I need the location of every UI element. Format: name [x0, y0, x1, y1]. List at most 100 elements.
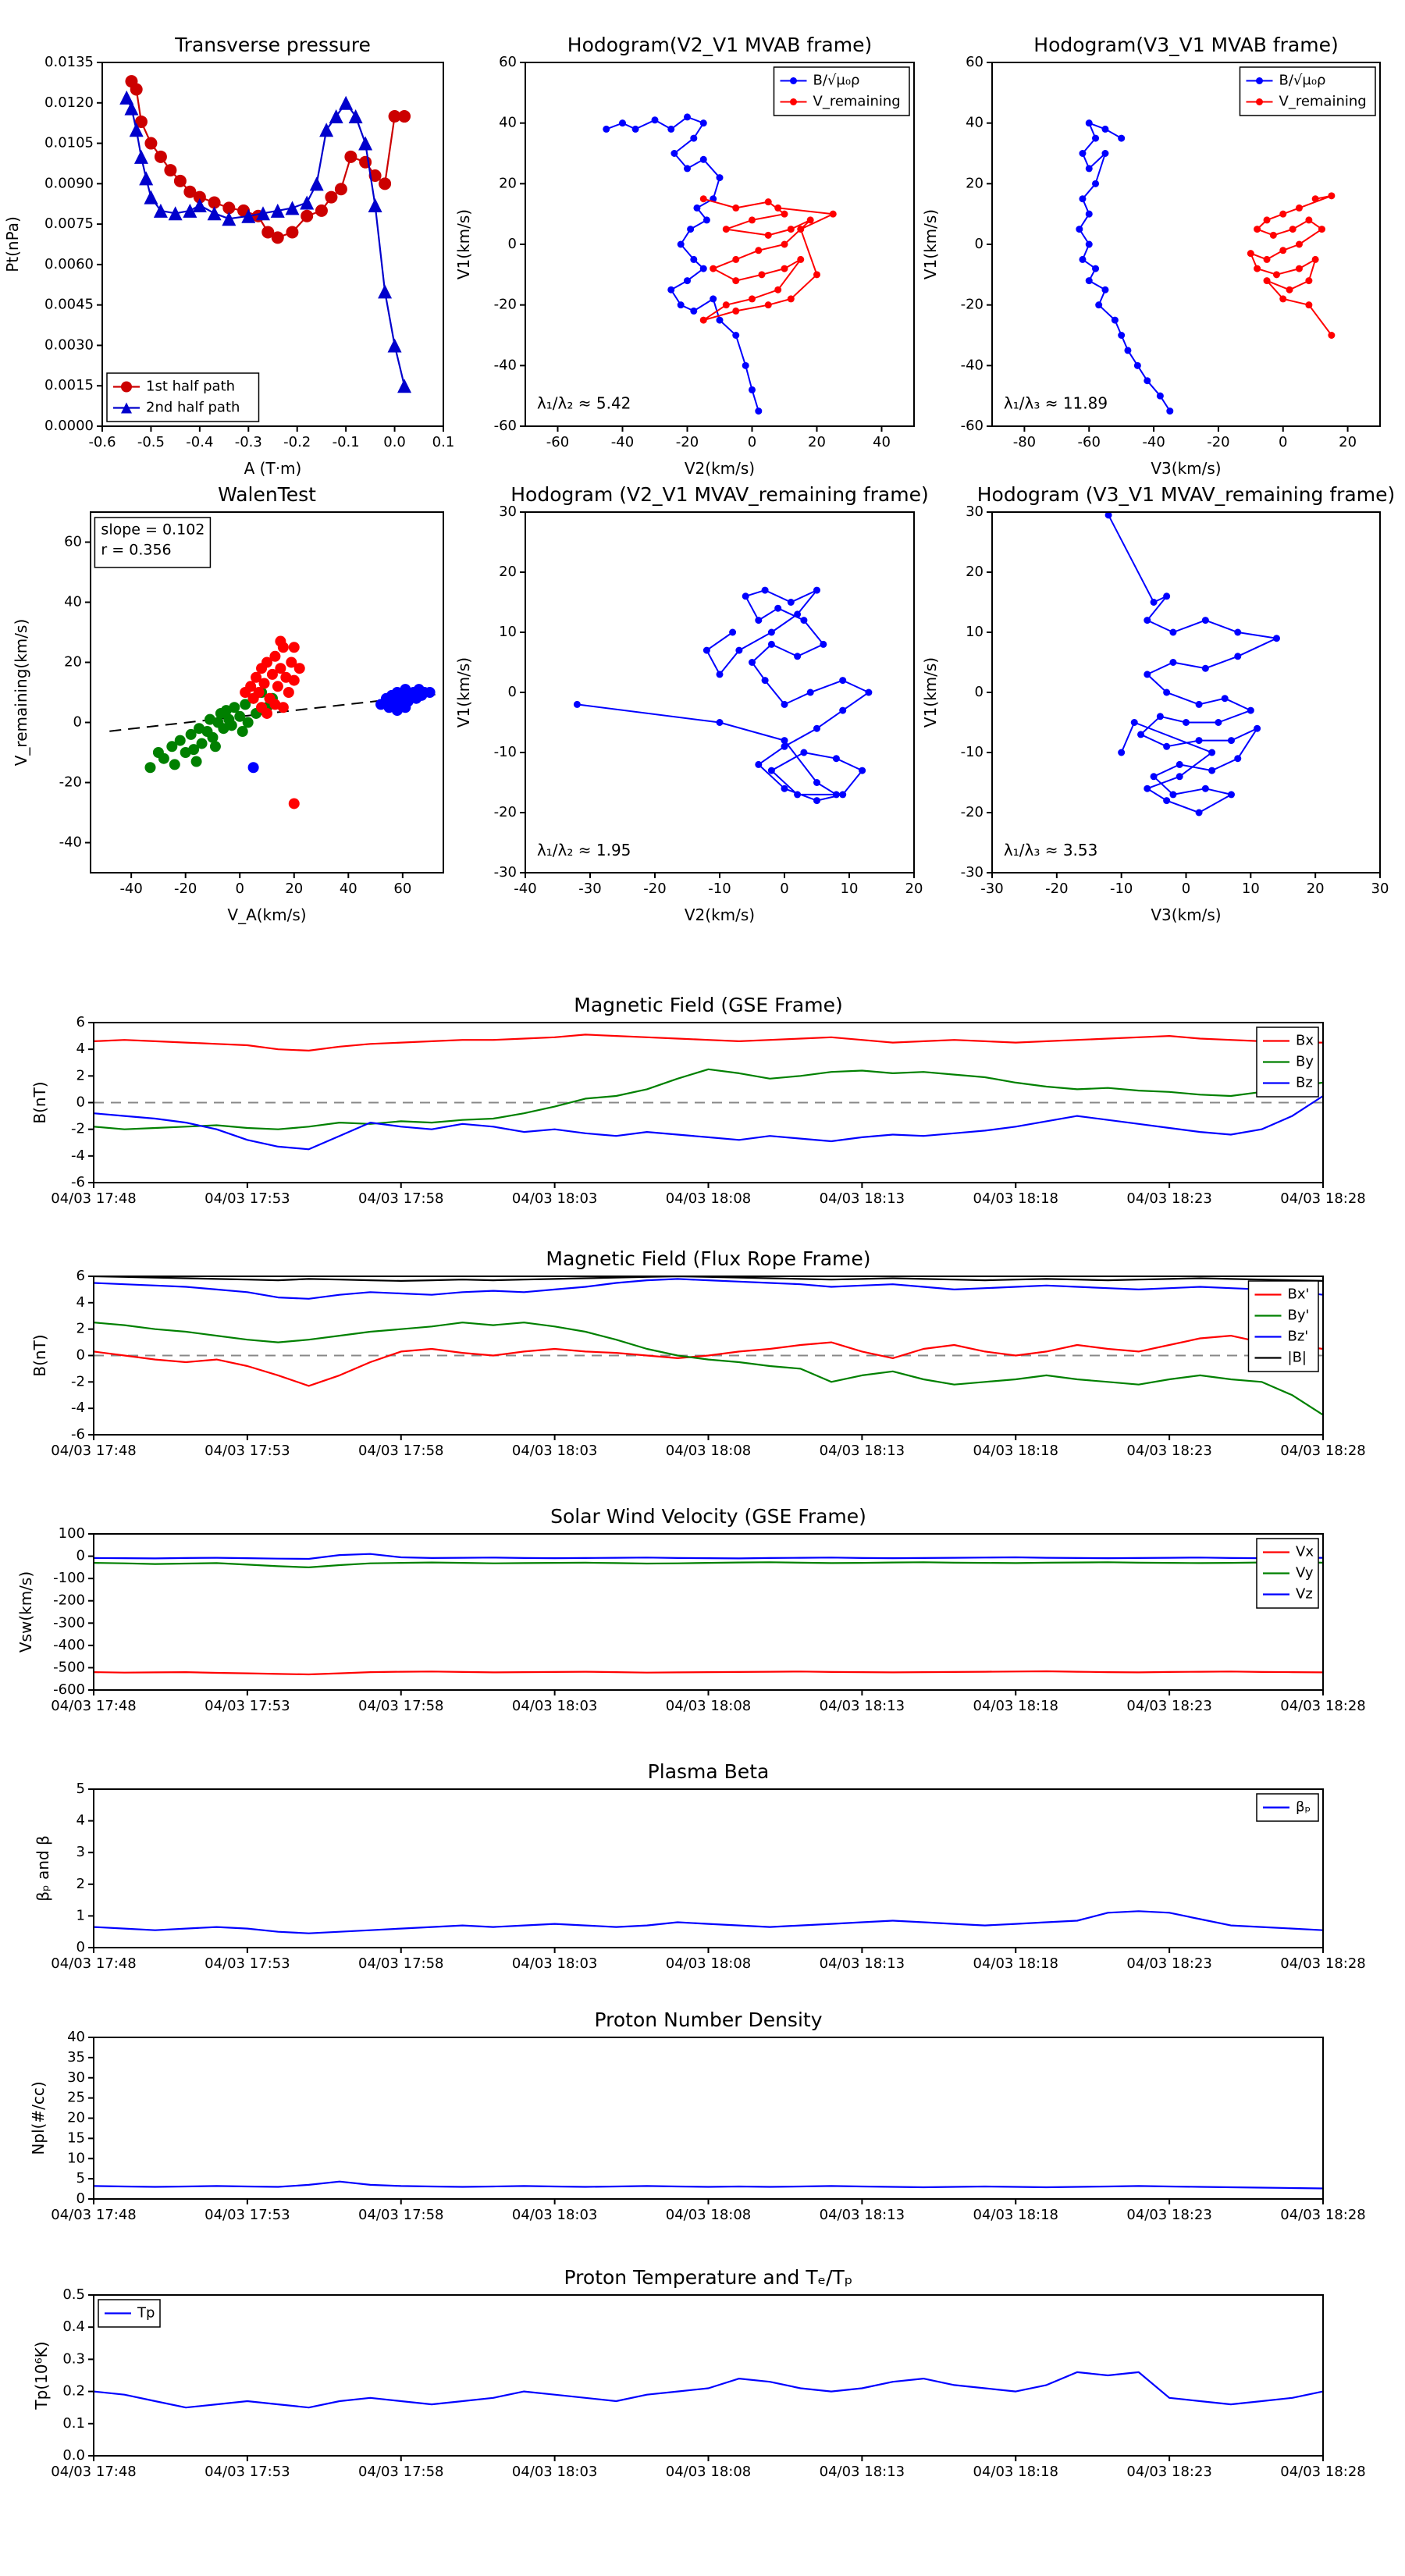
svg-text:0: 0: [508, 684, 517, 700]
panel-hodogram-v2v1-mvab: -60 -40 -20 0 20 40 -60 -40 -20 0 20 40 60 Hodogram(V…: [454, 34, 915, 478]
svg-text:04/03 18:08: 04/03 18:08: [666, 2207, 751, 2223]
svg-text:-0.3: -0.3: [235, 434, 262, 450]
svg-text:0.5: 0.5: [62, 2286, 85, 2303]
svg-text:04/03 18:18: 04/03 18:18: [973, 1698, 1058, 1714]
svg-text:V1(km/s): V1(km/s): [921, 657, 940, 728]
svg-text:-20: -20: [1045, 881, 1068, 897]
svg-text:0.1: 0.1: [62, 2415, 85, 2432]
svg-text:04/03 18:18: 04/03 18:18: [973, 2464, 1058, 2480]
svg-text:04/03 18:03: 04/03 18:03: [512, 1190, 597, 1207]
panel-title: Proton Number Density: [595, 2008, 823, 2031]
svg-text:V3(km/s): V3(km/s): [1151, 906, 1221, 924]
svg-text:0: 0: [975, 236, 984, 252]
svg-text:04/03 17:48: 04/03 17:48: [51, 1190, 136, 1207]
svg-text:0.0045: 0.0045: [44, 297, 94, 313]
svg-text:35: 35: [67, 2049, 85, 2065]
svg-text:0.0120: 0.0120: [44, 94, 94, 111]
svg-text:2: 2: [76, 1067, 85, 1083]
svg-text:-30: -30: [494, 864, 517, 881]
svg-text:r = 0.356: r = 0.356: [101, 542, 171, 559]
svg-text:20: 20: [808, 434, 826, 450]
svg-text:A (T·m): A (T·m): [244, 459, 302, 478]
svg-text:04/03 18:08: 04/03 18:08: [666, 1443, 751, 1459]
svg-text:4: 4: [76, 1294, 85, 1311]
svg-text:04/03 18:08: 04/03 18:08: [666, 1698, 751, 1714]
svg-text:04/03 18:13: 04/03 18:13: [820, 1698, 905, 1714]
svg-text:6: 6: [76, 1014, 85, 1030]
svg-text:λ₁/λ₃ ≈ 3.53: λ₁/λ₃ ≈ 3.53: [1004, 841, 1097, 859]
svg-text:04/03 18:18: 04/03 18:18: [973, 1190, 1058, 1207]
svg-text:04/03 18:28: 04/03 18:28: [1280, 1190, 1365, 1207]
series-group-hodogram-v2v1-mvav: [573, 586, 873, 805]
svg-text:0: 0: [73, 714, 82, 731]
svg-text:V2(km/s): V2(km/s): [685, 459, 755, 478]
legend-box: [1239, 66, 1376, 116]
panel-walen-test: -40 -20 0 20 40 60 -40 -20 0 20 40 60 WalenTest V_A(k…: [12, 483, 444, 924]
series-group-walen-test: [109, 635, 436, 809]
svg-text:0: 0: [780, 881, 788, 897]
svg-text:-2: -2: [71, 1373, 85, 1389]
svg-text:60: 60: [966, 54, 984, 70]
svg-text:V_remaining(km/s): V_remaining(km/s): [12, 619, 30, 767]
legend-box: [1247, 1280, 1319, 1372]
panel-title: Transverse pressure: [174, 34, 371, 56]
svg-text:20: 20: [499, 564, 517, 580]
svg-text:20: 20: [966, 564, 984, 580]
panel-title: Proton Temperature and Tₑ/Tₚ: [564, 2266, 853, 2289]
svg-text:25: 25: [67, 2090, 85, 2106]
svg-text:04/03 18:23: 04/03 18:23: [1126, 1443, 1211, 1459]
svg-text:40: 40: [67, 2029, 85, 2045]
svg-text:-0.6: -0.6: [88, 434, 116, 450]
svg-text:04/03 18:03: 04/03 18:03: [512, 2207, 597, 2223]
svg-text:04/03 17:53: 04/03 17:53: [205, 1698, 290, 1714]
svg-text:20: 20: [285, 881, 303, 897]
panel-title: Plasma Beta: [648, 1760, 770, 1783]
svg-text:04/03 17:58: 04/03 17:58: [358, 2207, 443, 2223]
svg-text:100: 100: [59, 1525, 85, 1542]
svg-text:-60: -60: [546, 434, 569, 450]
svg-text:0: 0: [748, 434, 756, 450]
legend-label: V_remaining: [813, 94, 901, 110]
svg-text:40: 40: [966, 115, 984, 131]
svg-text:04/03 18:23: 04/03 18:23: [1126, 2207, 1211, 2223]
legend-label: By': [1288, 1308, 1310, 1324]
svg-text:04/03 18:13: 04/03 18:13: [820, 1443, 905, 1459]
svg-text:20: 20: [499, 175, 517, 191]
svg-text:-30: -30: [980, 881, 1003, 897]
panel-title: Hodogram(V2_V1 MVAB frame): [567, 34, 872, 56]
svg-text:-40: -40: [119, 881, 142, 897]
svg-text:-0.2: -0.2: [283, 434, 311, 450]
svg-text:04/03 18:03: 04/03 18:03: [512, 1698, 597, 1714]
svg-text:0.0060: 0.0060: [44, 256, 94, 272]
svg-text:0.0090: 0.0090: [44, 175, 94, 191]
svg-text:Npl(#/cc): Npl(#/cc): [29, 2081, 48, 2154]
svg-text:-0.4: -0.4: [186, 434, 213, 450]
legend-label: |B|: [1288, 1350, 1307, 1366]
svg-text:40: 40: [873, 434, 891, 450]
svg-text:-10: -10: [961, 744, 984, 760]
svg-text:0.0075: 0.0075: [44, 215, 94, 232]
svg-text:30: 30: [966, 503, 984, 520]
svg-text:-10: -10: [1110, 881, 1133, 897]
svg-text:-100: -100: [53, 1570, 85, 1586]
svg-text:-40: -40: [514, 881, 536, 897]
svg-text:-2: -2: [71, 1121, 85, 1137]
svg-text:04/03 18:23: 04/03 18:23: [1126, 1698, 1211, 1714]
svg-text:0.0030: 0.0030: [44, 336, 94, 353]
svg-text:04/03 18:18: 04/03 18:18: [973, 2207, 1058, 2223]
svg-text:04/03 18:23: 04/03 18:23: [1126, 1955, 1211, 1972]
svg-text:V2(km/s): V2(km/s): [685, 906, 755, 924]
svg-text:0: 0: [76, 1347, 85, 1364]
svg-text:-20: -20: [174, 881, 197, 897]
svg-text:30: 30: [67, 2069, 85, 2086]
svg-text:10: 10: [841, 881, 859, 897]
legend-label: Bz': [1288, 1329, 1309, 1345]
legend-label: Vy: [1296, 1565, 1314, 1582]
svg-text:04/03 18:28: 04/03 18:28: [1280, 1698, 1365, 1714]
svg-text:5: 5: [76, 1781, 85, 1797]
svg-text:15: 15: [67, 2129, 85, 2146]
series-group-hodogram-v3v1-mvav: [1104, 511, 1280, 817]
svg-text:-20: -20: [676, 434, 699, 450]
svg-text:04/03 17:48: 04/03 17:48: [51, 1443, 136, 1459]
legend-label: 2nd half path: [146, 400, 240, 416]
